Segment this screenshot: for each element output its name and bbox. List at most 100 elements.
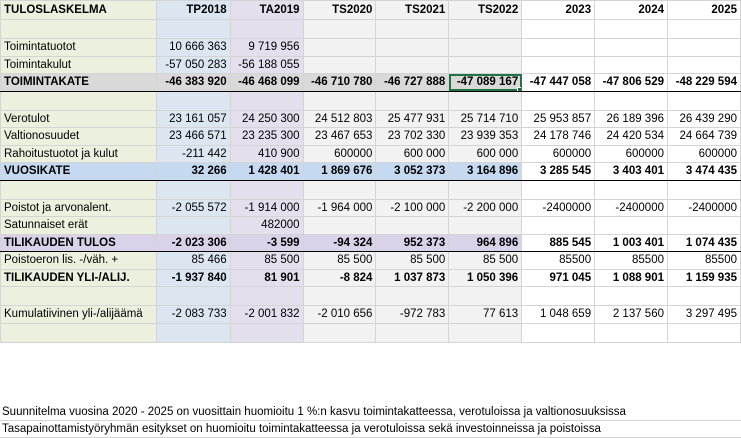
header-cell-ts2022[interactable]: TS2022: [448, 0, 523, 20]
value-cell[interactable]: [521, 90, 596, 111]
value-cell[interactable]: 85 466: [155, 251, 231, 270]
value-cell[interactable]: [155, 216, 231, 235]
value-cell[interactable]: [594, 19, 668, 39]
value-cell[interactable]: [155, 19, 231, 39]
value-cell[interactable]: -3 599: [229, 233, 304, 252]
value-cell[interactable]: [448, 216, 523, 235]
value-cell[interactable]: [521, 19, 596, 39]
value-cell[interactable]: 2 137 560: [594, 305, 668, 324]
value-cell[interactable]: -2 083 733: [155, 305, 231, 324]
value-cell[interactable]: 482000: [229, 216, 304, 235]
value-cell[interactable]: [594, 90, 668, 111]
row-label-cell[interactable]: Poistoeron lis. -/väh. +: [0, 251, 157, 270]
row-label-cell[interactable]: TILIKAUDEN YLI-/ALIJ.: [0, 268, 157, 287]
value-cell[interactable]: [375, 216, 450, 235]
value-cell[interactable]: 3 403 401: [594, 162, 668, 181]
value-cell[interactable]: 24 420 534: [594, 127, 668, 146]
value-cell[interactable]: 23 939 353: [448, 127, 523, 146]
row-label-cell[interactable]: Valtionosuudet: [0, 127, 157, 146]
value-cell[interactable]: [375, 90, 450, 111]
value-cell[interactable]: [594, 38, 668, 57]
value-cell[interactable]: 85500: [521, 251, 596, 270]
value-cell[interactable]: [448, 322, 523, 343]
value-cell[interactable]: [594, 55, 668, 74]
value-cell[interactable]: 24 250 300: [229, 109, 304, 128]
value-cell[interactable]: 1 003 401: [594, 233, 668, 252]
value-cell[interactable]: -47 089 167: [448, 73, 523, 92]
value-cell[interactable]: 885 545: [521, 233, 596, 252]
value-cell[interactable]: [448, 90, 523, 111]
value-cell[interactable]: [594, 216, 668, 235]
value-cell[interactable]: -2 100 000: [375, 198, 450, 217]
row-label-cell[interactable]: Toimintatuotot: [0, 38, 157, 57]
value-cell[interactable]: -48 229 594: [667, 73, 741, 92]
value-cell[interactable]: 24 512 803: [302, 109, 377, 128]
row-label-cell[interactable]: Satunnaiset erät: [0, 216, 157, 235]
value-cell[interactable]: 1 037 873: [375, 268, 450, 287]
row-label-cell[interactable]: [0, 286, 157, 306]
value-cell[interactable]: [302, 55, 377, 74]
value-cell[interactable]: [302, 179, 377, 200]
value-cell[interactable]: [448, 55, 523, 74]
value-cell[interactable]: 24 178 746: [521, 127, 596, 146]
value-cell[interactable]: 3 052 373: [375, 162, 450, 181]
value-cell[interactable]: -2 200 000: [448, 198, 523, 217]
value-cell[interactable]: -47 447 058: [521, 73, 596, 92]
value-cell[interactable]: [375, 286, 450, 306]
value-cell[interactable]: 971 045: [521, 268, 596, 287]
row-label-cell[interactable]: [0, 322, 157, 343]
value-cell[interactable]: [594, 179, 668, 200]
header-cell-2023[interactable]: 2023: [521, 0, 596, 20]
header-cell-ta2019[interactable]: TA2019: [229, 0, 304, 20]
value-cell[interactable]: [302, 19, 377, 39]
value-cell[interactable]: [594, 322, 668, 343]
value-cell[interactable]: [667, 38, 741, 57]
value-cell[interactable]: 26 439 290: [667, 109, 741, 128]
value-cell[interactable]: 3 297 495: [667, 305, 741, 324]
row-label-cell[interactable]: Verotulot: [0, 109, 157, 128]
value-cell[interactable]: 1 088 901: [594, 268, 668, 287]
value-cell[interactable]: [375, 322, 450, 343]
value-cell[interactable]: 600 000: [448, 144, 523, 163]
value-cell[interactable]: [375, 19, 450, 39]
row-label-cell[interactable]: TOIMINTAKATE: [0, 73, 157, 92]
value-cell[interactable]: 77 613: [448, 305, 523, 324]
value-cell[interactable]: 9 719 956: [229, 38, 304, 57]
value-cell[interactable]: 1 050 396: [448, 268, 523, 287]
row-label-cell[interactable]: VUOSIKATE: [0, 162, 157, 181]
value-cell[interactable]: [521, 216, 596, 235]
value-cell[interactable]: [667, 55, 741, 74]
row-label-cell[interactable]: Kumulatiivinen yli-/alijäämä: [0, 305, 157, 324]
value-cell[interactable]: 964 896: [448, 233, 523, 252]
value-cell[interactable]: -2 023 306: [155, 233, 231, 252]
value-cell[interactable]: 85 500: [448, 251, 523, 270]
value-cell[interactable]: -94 324: [302, 233, 377, 252]
note-line[interactable]: Tasapainottamistyöryhmän esitykset on hu…: [0, 421, 741, 438]
value-cell[interactable]: -1 964 000: [302, 198, 377, 217]
value-cell[interactable]: -2 055 572: [155, 198, 231, 217]
value-cell[interactable]: [302, 216, 377, 235]
header-cell-ts2020[interactable]: TS2020: [302, 0, 377, 20]
value-cell[interactable]: [448, 179, 523, 200]
row-label-cell[interactable]: [0, 90, 157, 111]
value-cell[interactable]: -57 050 283: [155, 55, 231, 74]
value-cell[interactable]: 25 714 710: [448, 109, 523, 128]
value-cell[interactable]: -2400000: [667, 198, 741, 217]
value-cell[interactable]: [229, 179, 304, 200]
note-line[interactable]: Suunnitelma vuosina 2020 - 2025 on vuosi…: [0, 404, 741, 421]
value-cell[interactable]: [448, 19, 523, 39]
value-cell[interactable]: [155, 90, 231, 111]
value-cell[interactable]: [667, 179, 741, 200]
value-cell[interactable]: [521, 38, 596, 57]
value-cell[interactable]: [521, 322, 596, 343]
value-cell[interactable]: -46 727 888: [375, 73, 450, 92]
row-label-cell[interactable]: [0, 179, 157, 200]
value-cell[interactable]: -47 806 529: [594, 73, 668, 92]
value-cell[interactable]: -2400000: [594, 198, 668, 217]
value-cell[interactable]: [594, 286, 668, 306]
value-cell[interactable]: 600000: [667, 144, 741, 163]
value-cell[interactable]: [667, 286, 741, 306]
value-cell[interactable]: 25 953 857: [521, 109, 596, 128]
value-cell[interactable]: -1 914 000: [229, 198, 304, 217]
value-cell[interactable]: [302, 38, 377, 57]
